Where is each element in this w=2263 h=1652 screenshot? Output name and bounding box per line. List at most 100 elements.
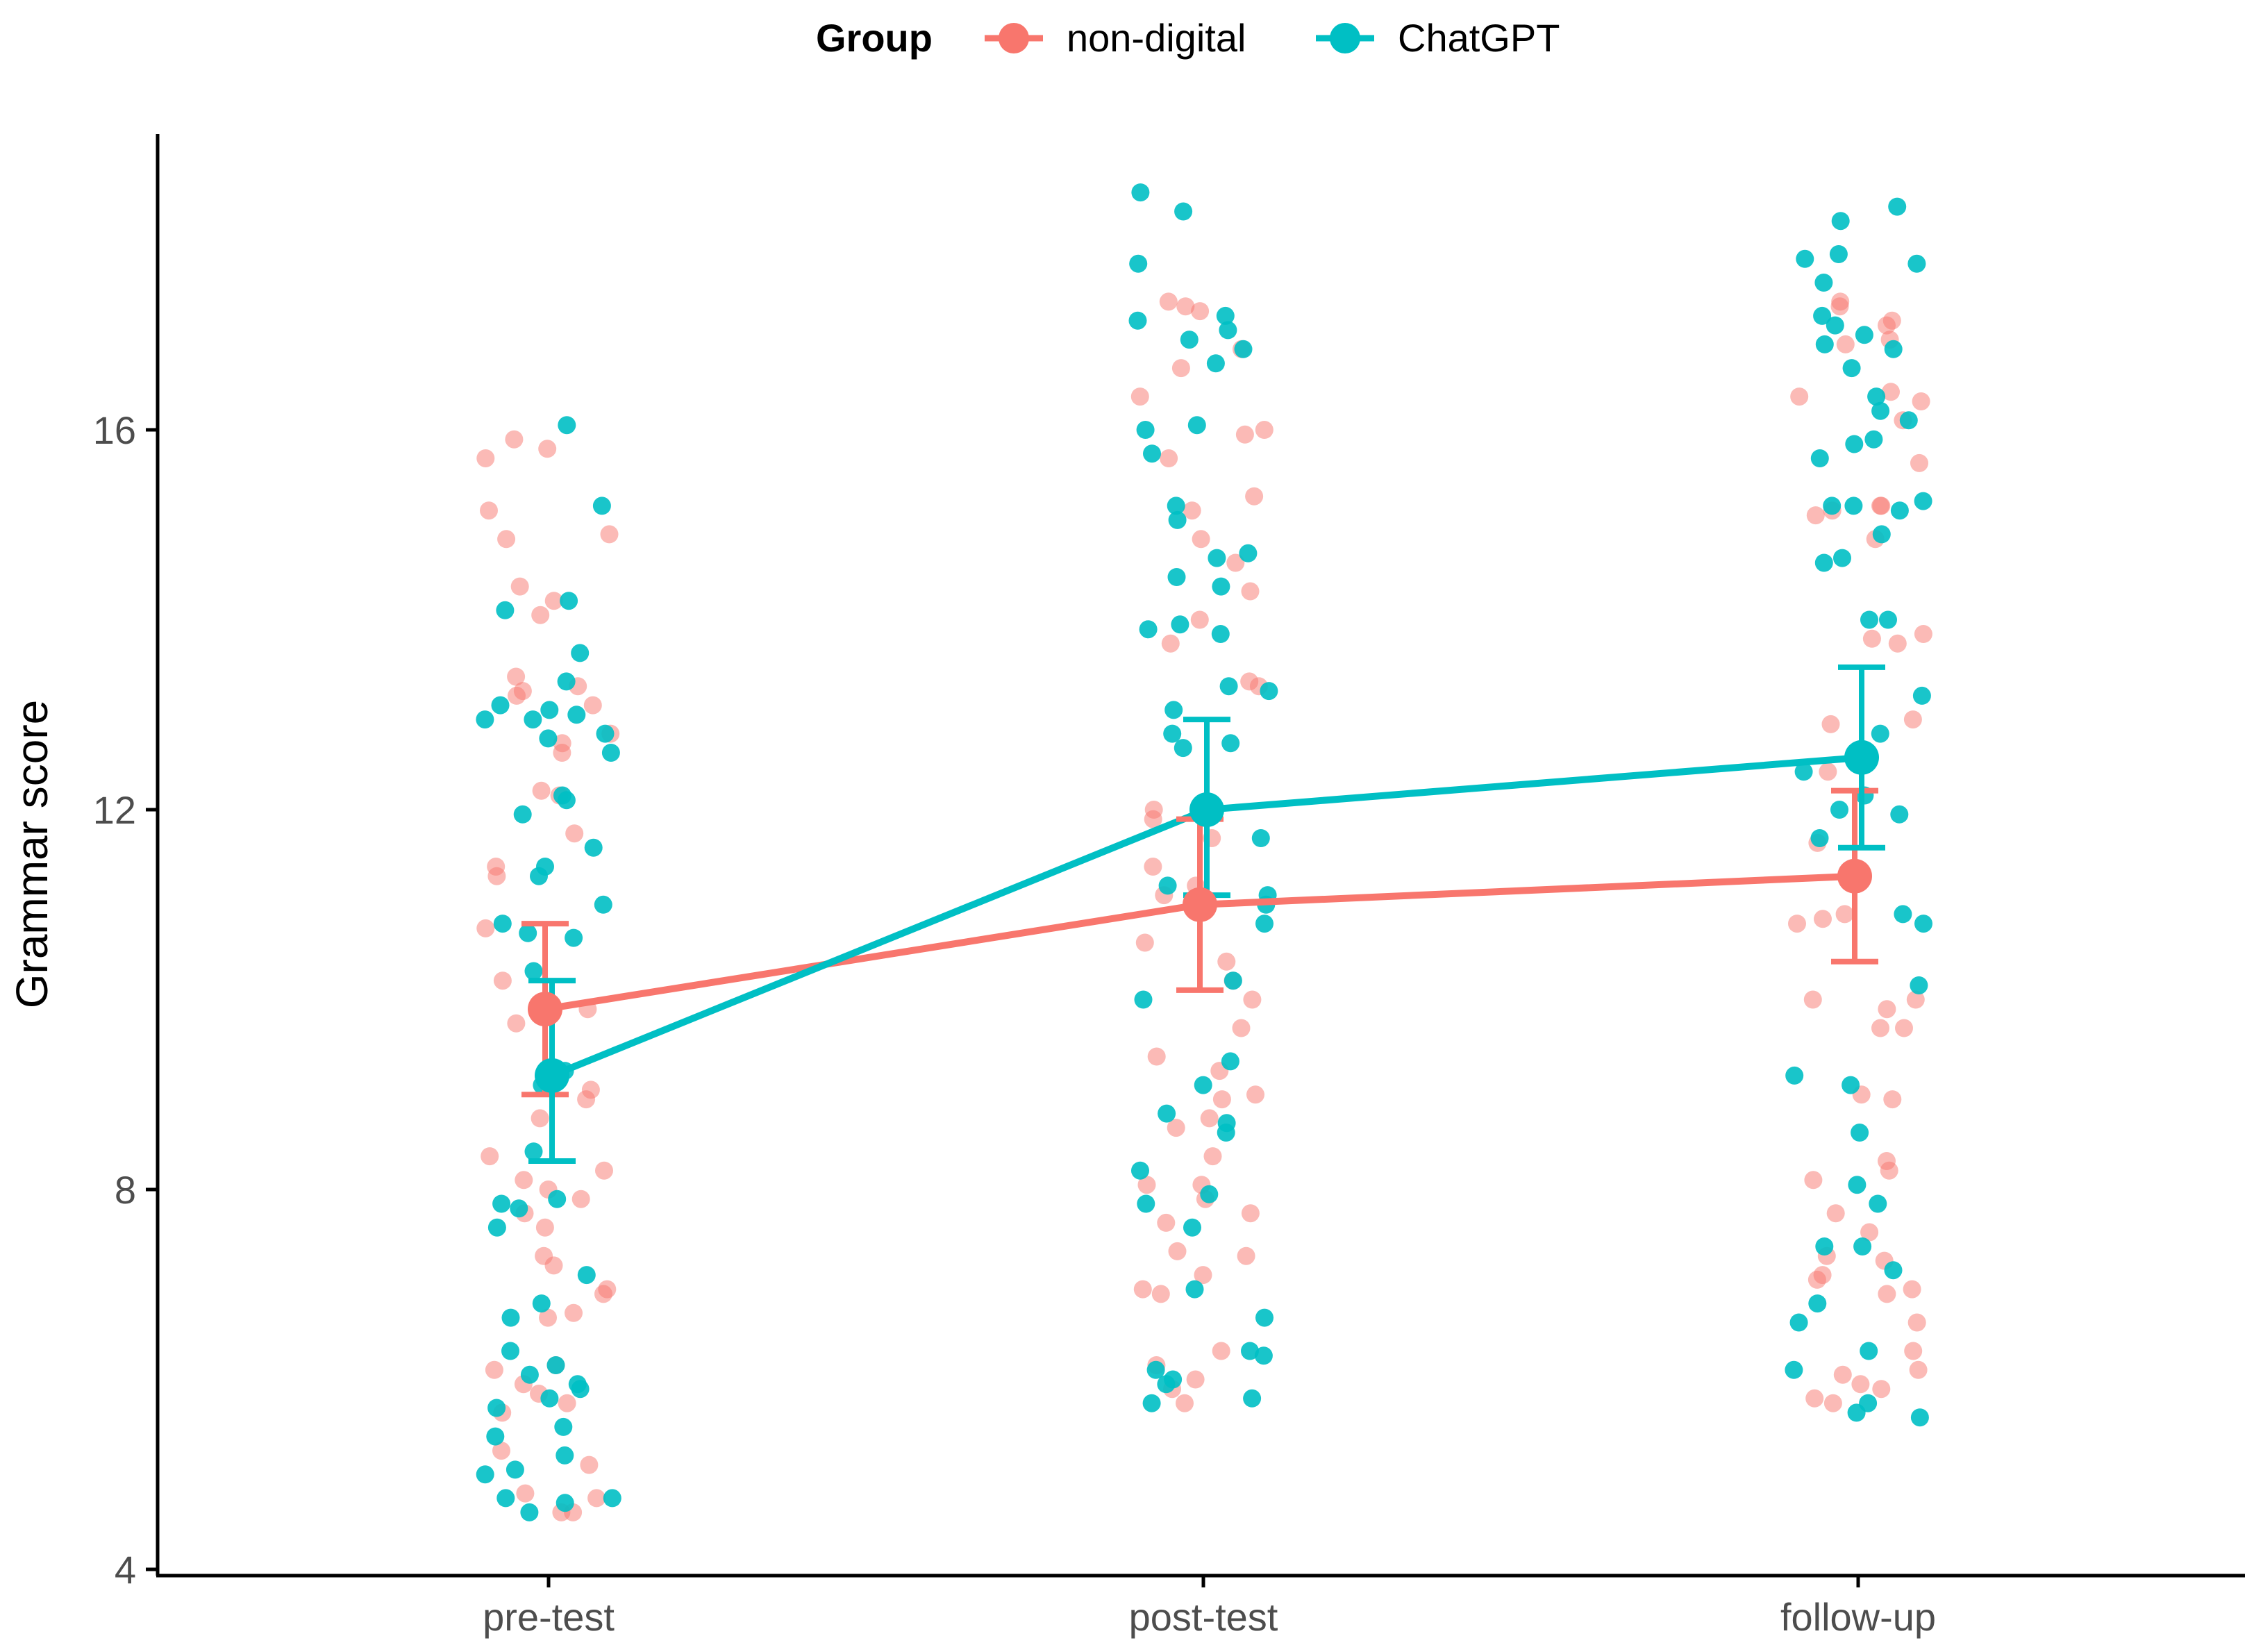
data-point (1191, 302, 1210, 321)
data-point (1241, 1204, 1260, 1223)
data-point (1814, 274, 1833, 292)
data-point (524, 710, 542, 729)
data-point (1180, 331, 1199, 349)
data-point (1904, 1342, 1923, 1360)
data-point (1226, 553, 1245, 572)
data-point (600, 525, 619, 544)
data-point (1860, 610, 1878, 629)
data-point (1826, 316, 1844, 335)
data-point (1134, 990, 1153, 1009)
data-point (480, 501, 498, 520)
data-point (1174, 202, 1193, 221)
data-point (1907, 1313, 1926, 1332)
data-point (1907, 254, 1926, 273)
data-point (510, 1199, 528, 1218)
data-point (1848, 1176, 1867, 1194)
data-point (1139, 620, 1158, 639)
data-point (1143, 444, 1161, 463)
data-point (1844, 497, 1863, 515)
y-axis-title: Grammar score (7, 700, 57, 1009)
data-point (1882, 311, 1901, 330)
data-point (487, 867, 506, 885)
data-point (1216, 306, 1235, 325)
mean-point (1837, 858, 1872, 894)
data-point (1129, 254, 1148, 273)
x-axis-ticks: pre-test post-test follow-up (483, 1576, 1936, 1639)
data-point (1254, 1346, 1273, 1365)
data-point (492, 1442, 510, 1460)
data-point (548, 1190, 567, 1208)
data-point (556, 1494, 574, 1512)
data-point (544, 1256, 563, 1275)
data-point (1807, 1270, 1826, 1289)
x-tick-label: pre-test (483, 1595, 615, 1639)
data-point (1821, 715, 1840, 733)
data-point (1910, 1408, 1929, 1427)
data-point (603, 1489, 621, 1508)
data-point (1867, 387, 1886, 406)
data-point (1899, 411, 1918, 430)
data-point (1219, 677, 1238, 696)
data-point (1890, 501, 1909, 520)
data-point (1241, 582, 1260, 601)
legend-key-chatgpt (1316, 23, 1374, 53)
data-point (1903, 1280, 1921, 1299)
data-point (567, 706, 586, 724)
data-point (486, 1427, 505, 1446)
data-point (1914, 625, 1932, 643)
data-point (496, 601, 515, 619)
data-point (1135, 933, 1154, 952)
data-point (1912, 392, 1930, 410)
data-point (539, 729, 558, 748)
data-point (584, 838, 603, 857)
data-point (515, 1171, 533, 1190)
data-point (1814, 553, 1833, 572)
data-point (1221, 734, 1240, 753)
data-point (1845, 435, 1864, 453)
data-point (1200, 1109, 1219, 1128)
data-point (1882, 383, 1900, 401)
mean-points (528, 740, 1879, 1093)
legend-label-chatgpt: ChatGPT (1398, 16, 1560, 60)
legend-title: Group (816, 16, 933, 60)
data-point (481, 1147, 499, 1166)
data-point (1161, 634, 1180, 653)
mean-point (528, 992, 562, 1027)
data-point (1219, 321, 1237, 340)
data-point (1174, 739, 1192, 758)
y-tick-label: 4 (115, 1548, 136, 1592)
data-point (1130, 387, 1149, 406)
data-point (1160, 449, 1178, 467)
data-point (1158, 1104, 1176, 1123)
data-point (1211, 625, 1230, 643)
data-point (1884, 340, 1903, 358)
data-point (476, 919, 495, 937)
data-point (1146, 1360, 1165, 1379)
data-point (1830, 297, 1849, 316)
data-point (1168, 1242, 1187, 1260)
data-point (1869, 1194, 1887, 1213)
data-point (1194, 1076, 1212, 1094)
data-point (1212, 577, 1230, 596)
data-point (532, 781, 551, 800)
data-point (1206, 354, 1225, 373)
data-point (1128, 311, 1147, 330)
data-point (1872, 1380, 1891, 1399)
data-point (1814, 910, 1832, 928)
data-point (577, 1266, 596, 1285)
data-point (540, 701, 559, 719)
data-point (565, 1303, 583, 1322)
data-point (520, 1365, 539, 1384)
data-point (516, 1484, 535, 1503)
data-point (1883, 1090, 1902, 1109)
legend-key-non-digital (985, 23, 1043, 53)
data-point (1144, 858, 1162, 876)
data-point (501, 1342, 519, 1360)
data-point (1884, 1261, 1903, 1280)
data-point (592, 497, 611, 515)
data-point (1872, 525, 1891, 544)
data-point (1853, 1237, 1872, 1255)
data-point (546, 1356, 565, 1374)
data-point (1159, 292, 1178, 311)
data-point (1878, 1285, 1896, 1303)
